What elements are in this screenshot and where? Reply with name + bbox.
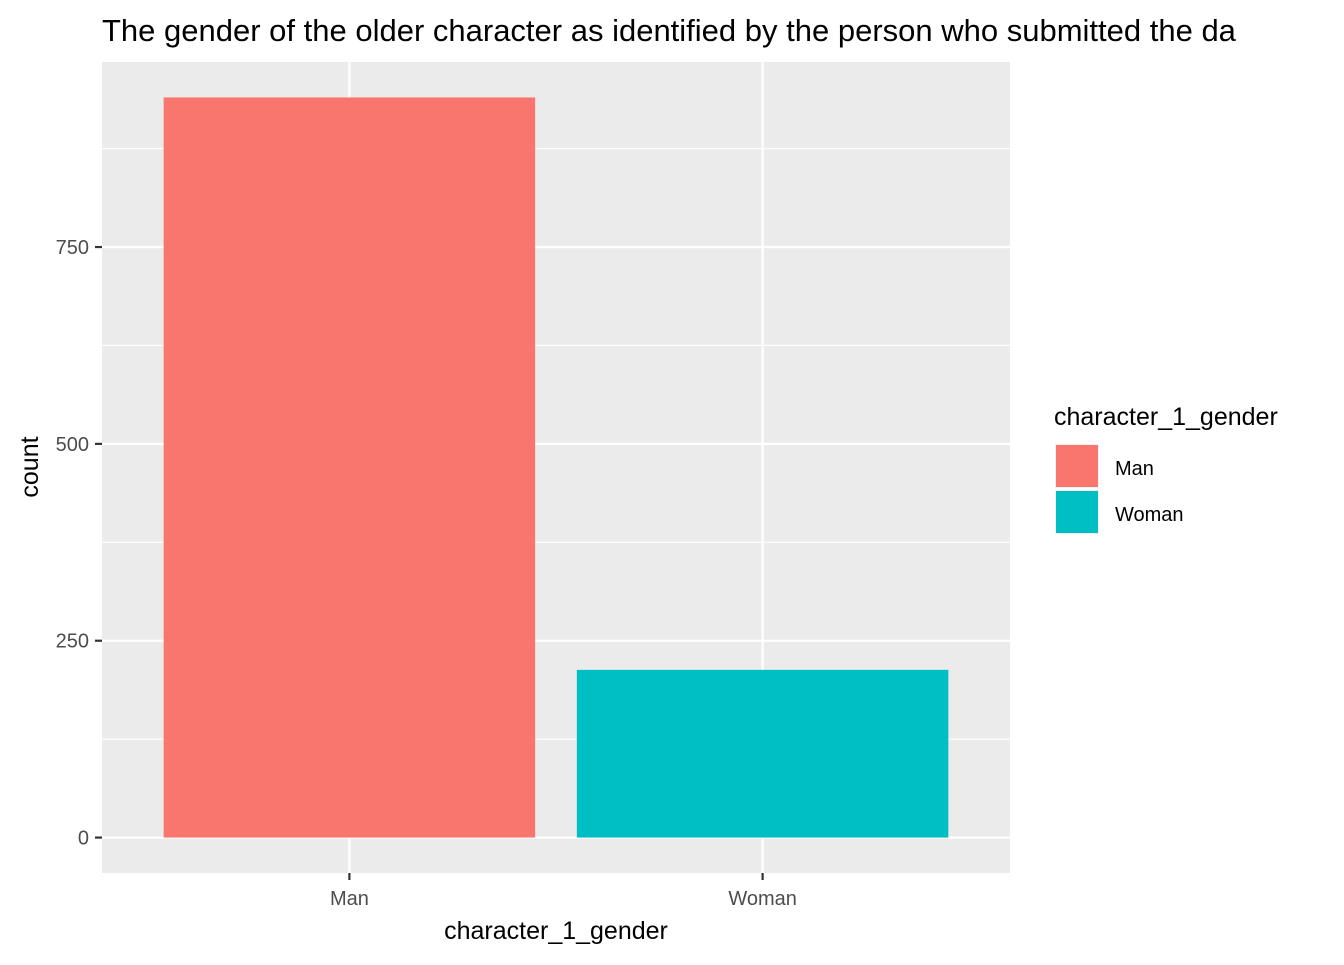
y-tick-label: 500 xyxy=(56,434,89,456)
y-tick-label: 250 xyxy=(56,631,89,653)
y-tick-label: 0 xyxy=(78,828,89,850)
bar-woman xyxy=(576,669,949,838)
bars-layer xyxy=(163,97,949,838)
chart-title: The gender of the older character as ide… xyxy=(102,13,1237,48)
legend-swatch-man xyxy=(1056,445,1098,487)
y-axis: 0 250 500 750 xyxy=(56,237,102,850)
y-tick-label: 750 xyxy=(56,237,89,259)
legend-items: Man Woman xyxy=(1055,444,1184,534)
bar-man xyxy=(163,97,536,838)
legend-label-woman: Woman xyxy=(1115,504,1184,526)
x-tick-label: Man xyxy=(330,888,369,910)
y-axis-title: count xyxy=(16,436,44,497)
x-tick-label: Woman xyxy=(728,888,797,910)
x-axis: Man Woman xyxy=(330,873,797,910)
legend-title: character_1_gender xyxy=(1054,403,1278,431)
legend-swatch-woman xyxy=(1056,491,1098,533)
x-axis-title: character_1_gender xyxy=(444,917,668,945)
legend: character_1_gender Man Woman xyxy=(1054,403,1278,534)
legend-label-man: Man xyxy=(1115,458,1154,480)
